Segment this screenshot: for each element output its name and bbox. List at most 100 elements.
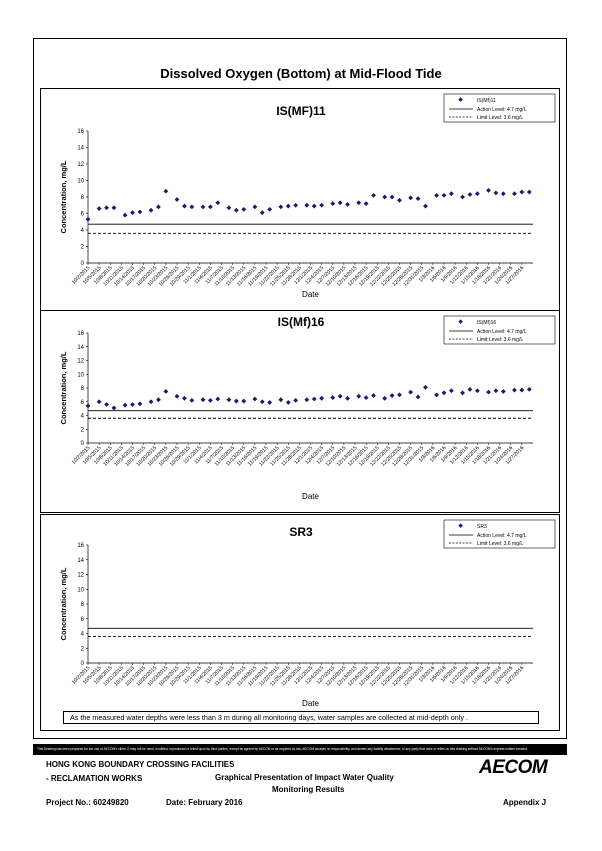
- legend-box: [443, 315, 556, 345]
- y-tick-label: 0: [81, 661, 85, 667]
- data-point: [207, 397, 213, 403]
- legend-limit-label: Limit Level: 3.6 mg/L: [477, 541, 523, 547]
- y-tick-label: 14: [77, 345, 84, 351]
- data-point: [474, 388, 480, 394]
- data-point: [182, 203, 187, 209]
- legend-series-label: IS(Mf)11: [477, 98, 496, 104]
- data-point: [415, 196, 421, 202]
- data-point: [148, 399, 154, 405]
- data-point: [267, 206, 273, 212]
- legend-box: [443, 519, 556, 549]
- data-point: [85, 403, 91, 409]
- chart-is-mf-16: IS(Mf)16 IS(Mf)16 Action Level: 4.7 mg/L Li…: [59, 315, 556, 501]
- data-point: [500, 389, 506, 394]
- data-point: [137, 401, 143, 407]
- y-tick-label: 8: [81, 386, 85, 392]
- data-point: [526, 386, 532, 392]
- y-tick-label: 8: [81, 602, 85, 608]
- data-point: [200, 397, 206, 403]
- data-point: [319, 202, 325, 208]
- data-point: [304, 397, 310, 403]
- data-point: [226, 397, 232, 403]
- data-point: [122, 212, 128, 218]
- y-axis-label: Concentration, mg/L: [59, 567, 68, 640]
- y-tick-label: 12: [77, 359, 84, 365]
- drawing-title-line2: Monitoring Results: [272, 785, 345, 794]
- aecom-logo: AECOM: [479, 757, 548, 778]
- data-point: [96, 206, 102, 211]
- y-tick-label: 10: [77, 372, 84, 378]
- data-point: [148, 207, 154, 213]
- data-point: [449, 191, 454, 197]
- y-tick-label: 4: [81, 228, 85, 234]
- data-point: [311, 203, 317, 209]
- data-point: [382, 395, 388, 401]
- chart-panel-is-mf-11: IS(MF)11 IS(Mf)11 Action Level: 4.7 mg/L Li…: [40, 88, 560, 311]
- chart-panel-is-mf-16: IS(Mf)16 IS(Mf)16 Action Level: 4.7 mg/L Li…: [40, 310, 560, 513]
- data-point: [122, 402, 128, 408]
- data-point: [460, 390, 465, 396]
- data-point: [226, 205, 232, 211]
- data-point: [130, 210, 135, 216]
- data-point: [441, 390, 447, 396]
- appendix-label: Appendix J: [503, 798, 547, 807]
- legend: IS(Mf)16 Action Level: 4.7 mg/L Limit Leve…: [443, 315, 556, 345]
- data-point: [252, 396, 258, 402]
- data-point: [233, 398, 239, 404]
- data-point: [389, 393, 395, 398]
- data-point: [311, 396, 317, 402]
- data-point: [182, 395, 187, 401]
- x-axis-label: Date: [302, 699, 319, 708]
- legend-limit-label: Limit Level: 3.6 mg/L: [477, 337, 523, 343]
- data-point: [174, 393, 180, 399]
- data-point: [96, 399, 102, 405]
- data-point: [493, 388, 499, 394]
- data-point: [174, 197, 180, 202]
- y-tick-label: 4: [81, 414, 85, 420]
- y-tick-label: 14: [77, 146, 84, 152]
- legend: SR3 Action Level: 4.7 mg/L Limit Level: 3.…: [443, 519, 556, 549]
- data-point: [189, 204, 195, 210]
- data-point: [330, 201, 336, 207]
- project-number: Project No.: 60249820: [46, 798, 129, 807]
- project-name-line1: HONG KONG BOUNDARY CROSSING FACILITIES: [46, 760, 235, 769]
- disclaimer-text: This Drawing has been prepared for the u…: [37, 747, 528, 751]
- data-point: [512, 191, 517, 197]
- y-axis-label: Concentration, mg/L: [59, 160, 68, 233]
- data-point: [241, 206, 247, 212]
- project-name-line2: - RECLAMATION WORKS: [46, 774, 143, 783]
- data-point: [500, 191, 506, 197]
- data-point: [441, 192, 447, 198]
- data-point: [163, 389, 169, 394]
- y-tick-label: 12: [77, 573, 84, 579]
- legend-action-label: Action Level: 4.7 mg/L: [477, 329, 527, 335]
- y-tick-label: 10: [77, 179, 84, 185]
- data-point: [415, 394, 421, 400]
- data-point: [215, 200, 221, 206]
- data-point: [319, 395, 325, 401]
- y-tick-label: 16: [77, 543, 84, 549]
- data-point: [330, 395, 336, 401]
- data-point: [345, 202, 350, 207]
- data-point: [460, 194, 465, 200]
- data-point: [526, 189, 532, 195]
- data-point: [104, 205, 109, 211]
- data-point: [278, 397, 284, 403]
- data-point: [156, 204, 161, 210]
- sampling-note: As the measured water depths were less t…: [63, 711, 539, 724]
- data-point: [363, 201, 369, 207]
- y-tick-label: 16: [77, 129, 84, 135]
- chart-title: SR3: [289, 525, 313, 539]
- data-point: [493, 190, 499, 196]
- data-point: [241, 398, 247, 404]
- y-tick-label: 2: [81, 427, 85, 433]
- data-point: [259, 399, 265, 405]
- data-point: [363, 395, 369, 401]
- data-point: [512, 387, 517, 393]
- data-point: [434, 392, 439, 398]
- data-point: [371, 393, 376, 398]
- data-point: [519, 387, 525, 393]
- y-tick-label: 2: [81, 245, 85, 251]
- y-tick-label: 6: [81, 617, 85, 623]
- data-point: [423, 384, 428, 390]
